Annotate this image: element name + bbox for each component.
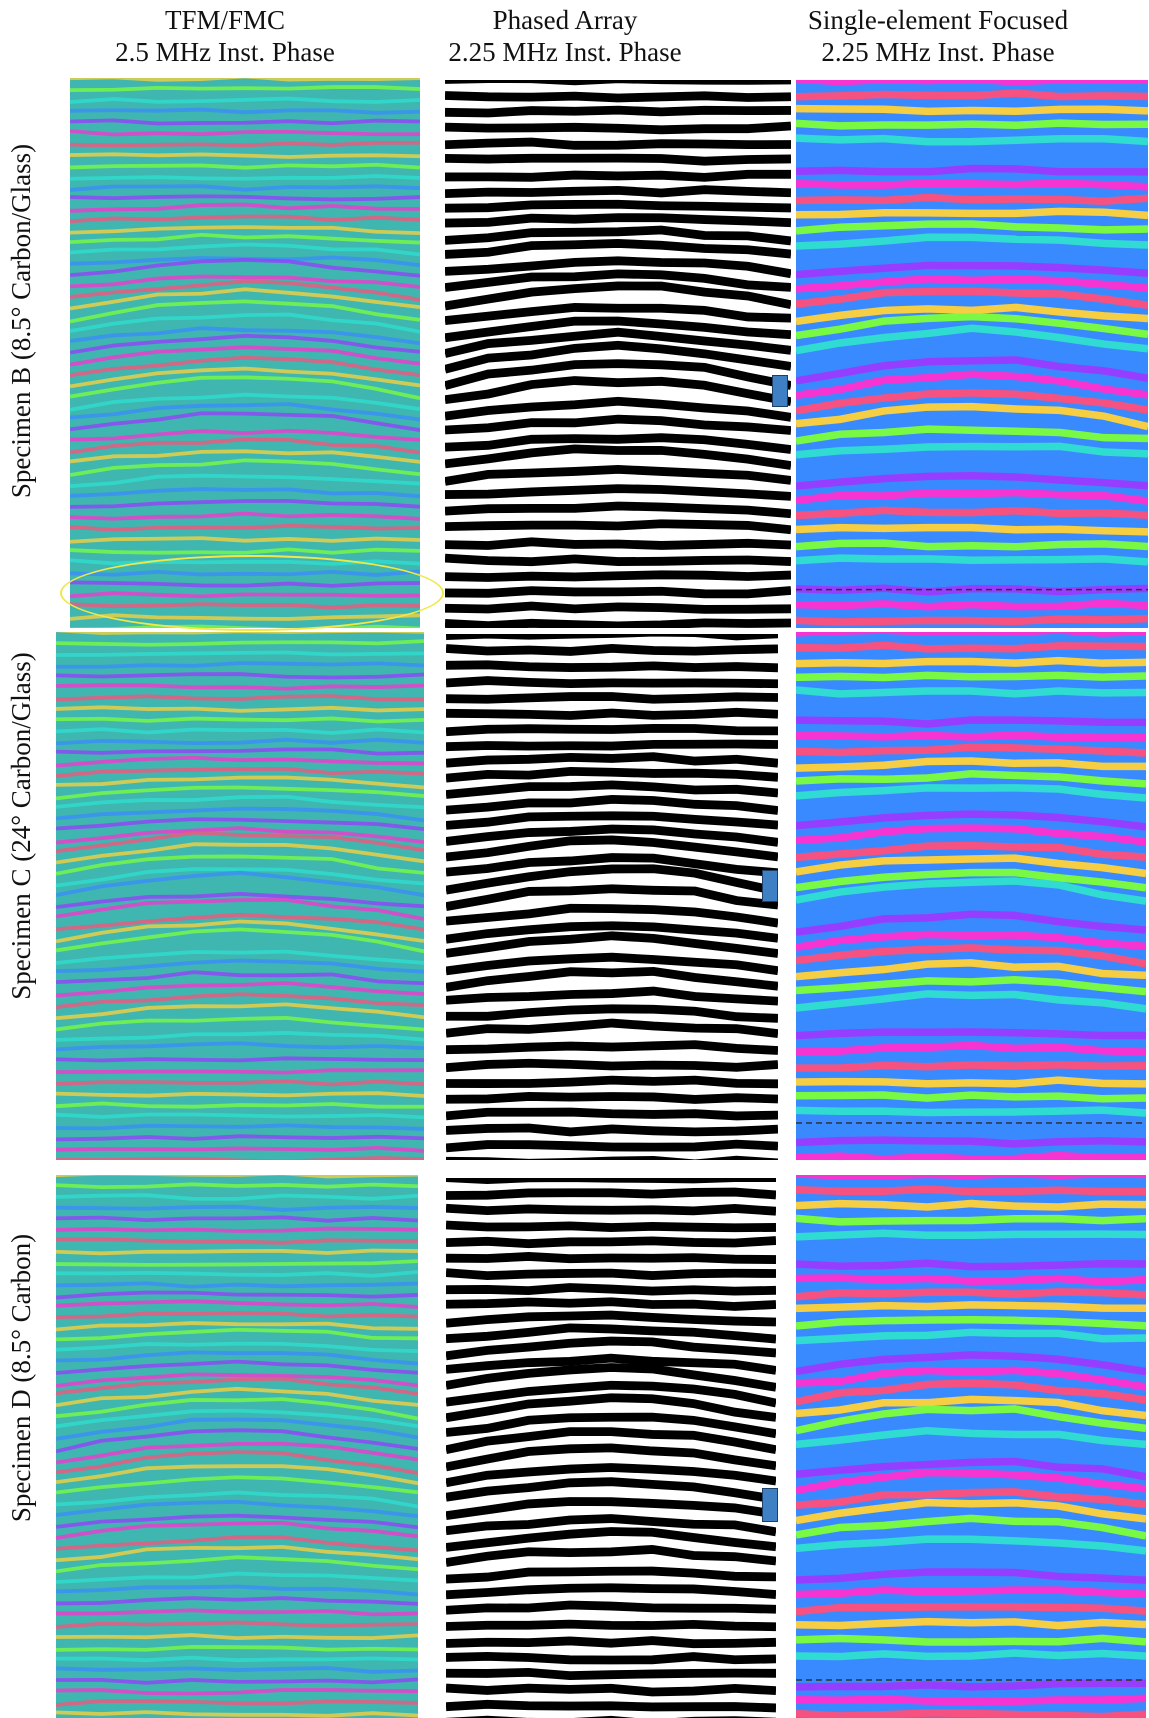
stripe-texture (446, 634, 778, 1160)
stripe-texture (56, 1175, 418, 1718)
phased-array-image-specimen-c (446, 634, 778, 1160)
tfm-phase-image-specimen-c (56, 632, 424, 1160)
stripe-texture (445, 80, 791, 628)
column-header-phased-array: Phased Array 2.25 MHz Inst. Phase (400, 4, 730, 68)
single-element-phase-image-specimen-d (796, 1175, 1146, 1718)
column-header-single-element: Single-element Focused 2.25 MHz Inst. Ph… (738, 4, 1138, 68)
single-element-phase-image-specimen-c (796, 632, 1146, 1160)
highlight-ellipse (60, 555, 444, 631)
column-title: TFM/FMC (164, 5, 286, 35)
row-label-specimen-b: Specimen B (8.5° Carbon/Glass) (6, 143, 36, 499)
column-title: Single-element Focused (807, 5, 1069, 35)
column-title: Phased Array (492, 5, 638, 35)
tfm-phase-image-specimen-b (70, 78, 420, 628)
stripe-texture (796, 80, 1148, 628)
phased-array-image-specimen-b (445, 80, 791, 628)
row-label-specimen-c: Specimen C (24° Carbon/Glass) (6, 652, 36, 1000)
stripe-texture (796, 1175, 1146, 1718)
column-header-tfm: TFM/FMC 2.5 MHz Inst. Phase (60, 4, 390, 68)
marker-specimen-d (762, 1488, 778, 1522)
row-label-specimen-d: Specimen D (8.5° Carbon) (6, 1233, 36, 1523)
marker-specimen-c (762, 870, 778, 902)
stripe-texture (796, 632, 1146, 1160)
column-subtitle: 2.25 MHz Inst. Phase (821, 37, 1055, 67)
single-element-phase-image-specimen-b (796, 80, 1148, 628)
stripe-texture (56, 632, 424, 1160)
column-subtitle: 2.5 MHz Inst. Phase (115, 37, 335, 67)
stripe-texture (446, 1178, 776, 1718)
phased-array-image-specimen-d (446, 1178, 776, 1718)
stripe-texture (70, 78, 420, 628)
tfm-phase-image-specimen-d (56, 1175, 418, 1718)
marker-specimen-b (772, 375, 788, 407)
column-subtitle: 2.25 MHz Inst. Phase (448, 37, 682, 67)
